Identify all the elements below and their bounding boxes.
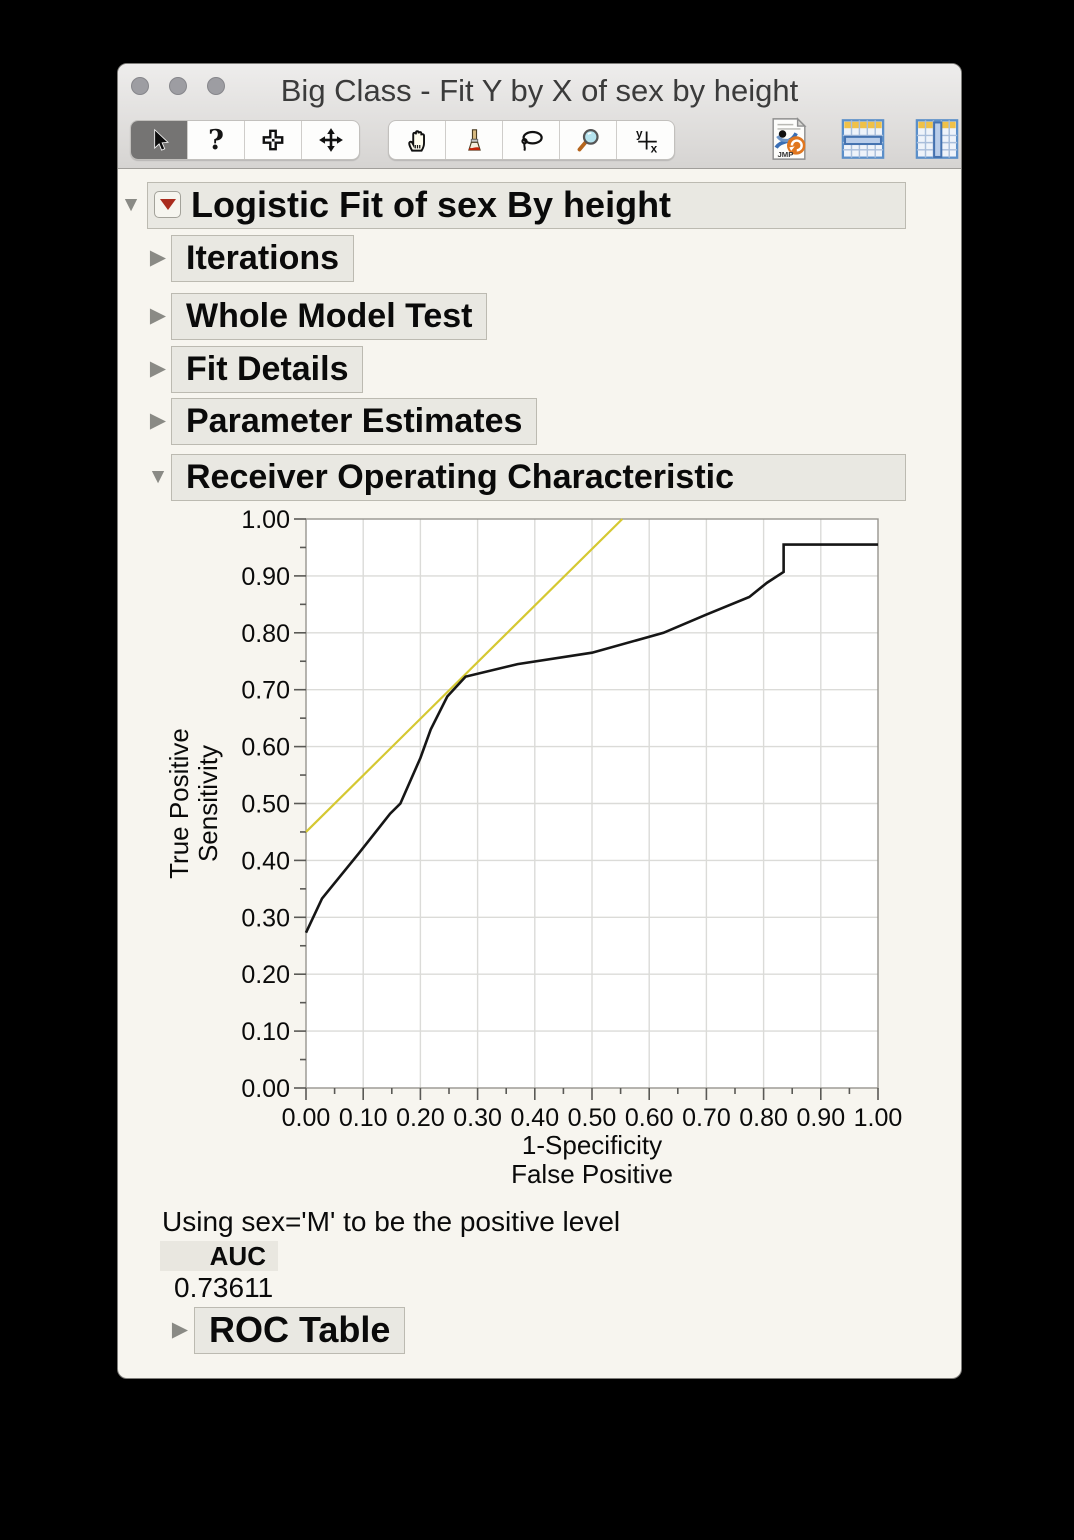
x-axis-title: 1-Specificity bbox=[522, 1130, 662, 1160]
yx-crosshair-icon: y x bbox=[636, 127, 658, 154]
traffic-lights bbox=[131, 77, 225, 95]
x-tick-label: 0.90 bbox=[796, 1104, 845, 1132]
y-tick-label: 0.70 bbox=[241, 677, 290, 705]
arrow-tool-button[interactable] bbox=[131, 121, 188, 159]
annotate-axes-tool-button[interactable]: y x bbox=[617, 121, 674, 159]
window-title: Big Class - Fit Y by X of sex by height bbox=[280, 73, 799, 108]
series-reference-line-slope-1 bbox=[305, 518, 624, 833]
data-table-column-icon bbox=[915, 119, 959, 159]
x-tick-label: 0.30 bbox=[453, 1104, 502, 1132]
hand-icon bbox=[407, 129, 425, 152]
svg-text:x: x bbox=[651, 141, 658, 154]
outline-header-label: Iterations bbox=[186, 239, 340, 277]
help-tool-button[interactable]: ? bbox=[188, 121, 245, 159]
jmp-report-window: Big Class - Fit Y by X of sex by height … bbox=[117, 63, 962, 1379]
y-tick-label: 0.20 bbox=[241, 961, 290, 989]
cursor-arrow-icon bbox=[154, 128, 169, 151]
y-tick-label: 0.30 bbox=[241, 904, 290, 932]
outline-header-whole-model-test[interactable]: Whole Model Test bbox=[171, 293, 488, 340]
x-tick-label: 0.60 bbox=[625, 1104, 674, 1132]
x-tick-label: 0.80 bbox=[739, 1104, 788, 1132]
auc-column-header: AUC bbox=[160, 1241, 278, 1271]
jmp-journal-icon: JMP bbox=[772, 117, 807, 160]
y-tick-label: 0.90 bbox=[241, 563, 290, 591]
magnifier-icon bbox=[577, 128, 599, 151]
svg-text:y: y bbox=[636, 127, 643, 141]
outline-header-roc-table[interactable]: ROC Table bbox=[194, 1307, 406, 1354]
window-chrome: Big Class - Fit Y by X of sex by height … bbox=[118, 64, 961, 169]
outline-header-label: ROC Table bbox=[209, 1309, 391, 1350]
jmp-journal-button[interactable]: JMP bbox=[766, 116, 812, 162]
outline-header-label: Fit Details bbox=[186, 350, 349, 388]
toolbar-right-icons: JMP bbox=[766, 116, 960, 162]
lasso-icon bbox=[520, 130, 543, 151]
data-table-row-button[interactable] bbox=[840, 116, 886, 162]
outline-header-label: Parameter Estimates bbox=[186, 402, 523, 440]
y-tick-label: 0.10 bbox=[241, 1018, 290, 1046]
outline-header-logistic-fit[interactable]: Logistic Fit of sex By height bbox=[147, 182, 906, 229]
hand-tool-button[interactable] bbox=[389, 121, 446, 159]
auc-value: 0.73611 bbox=[174, 1272, 274, 1303]
outline-header-iterations[interactable]: Iterations bbox=[171, 235, 355, 282]
magnifier-tool-button[interactable] bbox=[560, 121, 617, 159]
x-axis-subtitle: False Positive bbox=[511, 1159, 673, 1189]
y-tick-label: 1.00 bbox=[241, 506, 290, 534]
data-table-row-icon bbox=[841, 119, 885, 159]
x-tick-label: 0.70 bbox=[682, 1104, 731, 1132]
y-axis-subtitle: Sensitivity bbox=[193, 745, 223, 862]
red-triangle-menu-button[interactable] bbox=[154, 190, 181, 218]
y-tick-label: 0.00 bbox=[241, 1075, 290, 1103]
minimize-button[interactable] bbox=[169, 77, 187, 95]
zoom-button[interactable] bbox=[207, 77, 225, 95]
data-table-column-button[interactable] bbox=[914, 116, 960, 162]
outline-header-label: Logistic Fit of sex By height bbox=[191, 184, 672, 225]
series-roc-curve bbox=[304, 543, 878, 934]
outline-header-parameter-estimates[interactable]: Parameter Estimates bbox=[171, 398, 538, 445]
outline-header-label: Receiver Operating Characteristic bbox=[186, 458, 735, 496]
disclosure-triangle-fit-details-collapsed[interactable]: ▶ bbox=[149, 357, 167, 380]
x-tick-label: 0.00 bbox=[282, 1104, 331, 1132]
move-arrows-icon bbox=[318, 128, 343, 152]
toolbar-group-select: ? bbox=[130, 120, 360, 160]
x-tick-label: 0.20 bbox=[396, 1104, 445, 1132]
crosshair-plus-icon bbox=[262, 129, 284, 151]
y-tick-label: 0.80 bbox=[241, 620, 290, 648]
disclosure-triangle-iterations-collapsed[interactable]: ▶ bbox=[149, 246, 167, 269]
crosshair-tool-button[interactable] bbox=[245, 121, 302, 159]
question-mark-icon: ? bbox=[208, 124, 224, 156]
x-tick-label: 0.40 bbox=[510, 1104, 559, 1132]
grabber-move-tool-button[interactable] bbox=[302, 121, 359, 159]
positive-level-note: Using sex='M' to be the positive level bbox=[162, 1206, 621, 1237]
y-tick-label: 0.50 bbox=[241, 791, 290, 819]
svg-text:JMP: JMP bbox=[778, 150, 794, 159]
disclosure-triangle-roc-table-collapsed[interactable]: ▶ bbox=[171, 1318, 189, 1341]
x-tick-label: 1.00 bbox=[854, 1104, 903, 1132]
disclosure-triangle-whole-model-collapsed[interactable]: ▶ bbox=[149, 304, 167, 327]
y-axis-title: True Positive bbox=[164, 728, 194, 879]
outline-header-fit-details[interactable]: Fit Details bbox=[171, 346, 364, 393]
brush-icon bbox=[467, 128, 481, 151]
close-button[interactable] bbox=[131, 77, 149, 95]
lasso-tool-button[interactable] bbox=[503, 121, 560, 159]
outline-header-label: Whole Model Test bbox=[186, 297, 473, 335]
outline-header-roc[interactable]: Receiver Operating Characteristic bbox=[171, 454, 906, 501]
x-tick-label: 0.50 bbox=[568, 1104, 617, 1132]
brush-tool-button[interactable] bbox=[446, 121, 503, 159]
disclosure-triangle-parameter-estimates-collapsed[interactable]: ▶ bbox=[149, 409, 167, 432]
disclosure-triangle-roc-expanded[interactable]: ▼ bbox=[147, 465, 169, 488]
y-tick-label: 0.40 bbox=[241, 847, 290, 875]
toolbar-group-explore: y x bbox=[388, 120, 675, 160]
disclosure-triangle-root-expanded[interactable]: ▼ bbox=[120, 193, 142, 216]
x-tick-label: 0.10 bbox=[339, 1104, 388, 1132]
red-triangle-icon bbox=[159, 199, 176, 211]
roc-chart[interactable]: 0.00 0.10 0.20 0.30 0.40 0.50 0.60 0.70 0.80 0.90… bbox=[118, 504, 962, 1204]
y-tick-label: 0.60 bbox=[241, 734, 290, 762]
